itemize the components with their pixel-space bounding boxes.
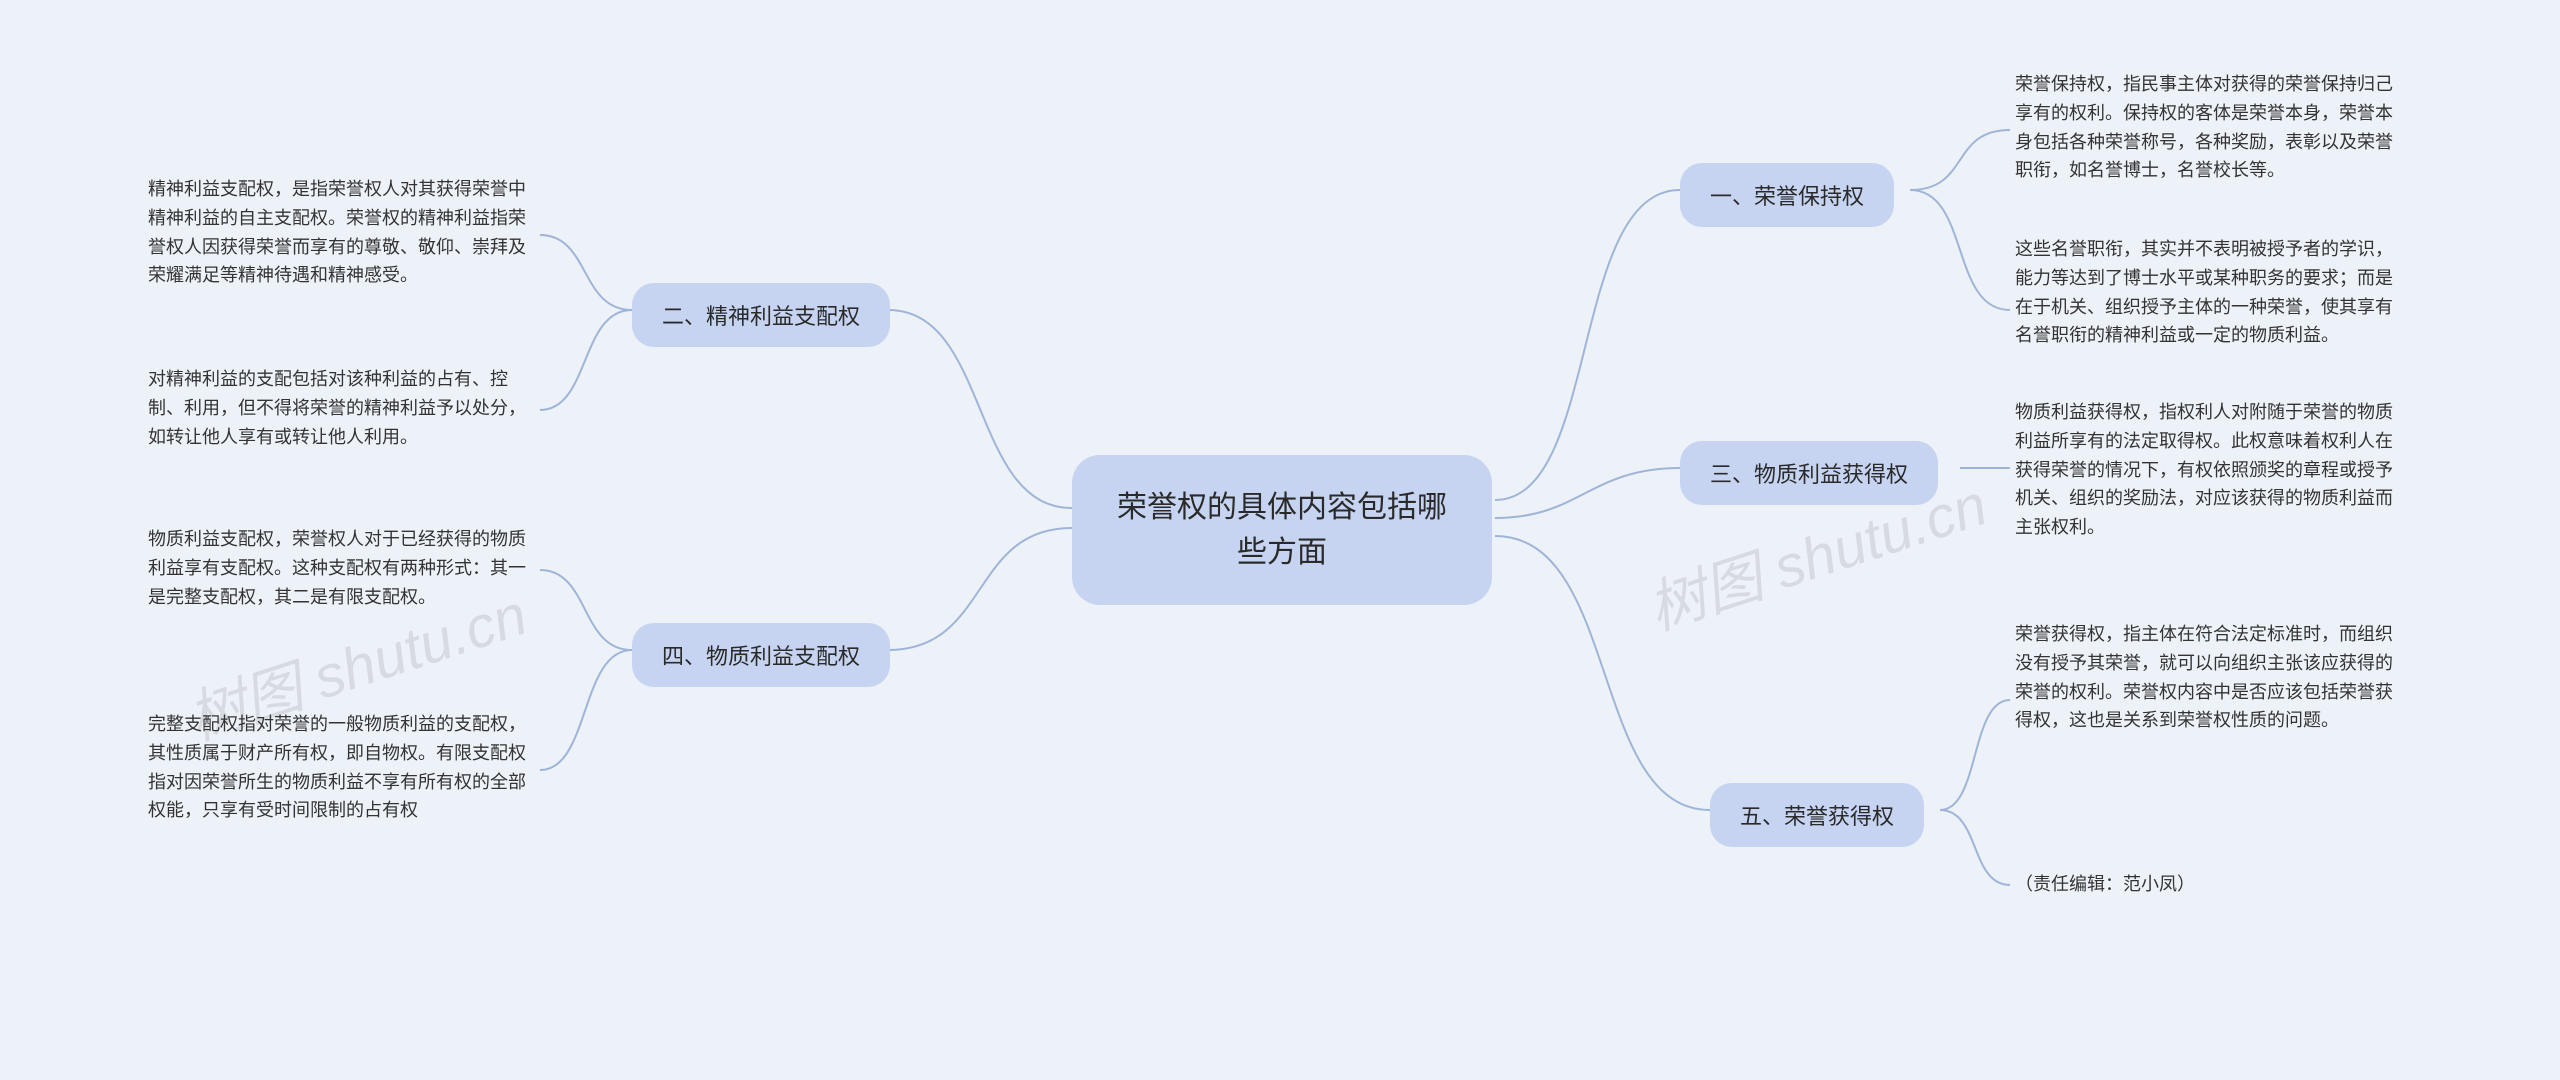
branch-4[interactable]: 四、物质利益支配权: [632, 623, 890, 687]
leaf-b3-1: 物质利益获得权，指权利人对附随于荣誉的物质利益所享有的法定取得权。此权意味着权利…: [2015, 398, 2405, 542]
branch-3-label: 三、物质利益获得权: [1710, 457, 1908, 489]
branch-2-label: 二、精神利益支配权: [662, 299, 860, 331]
leaf-b2-1: 精神利益支配权，是指荣誉权人对其获得荣誉中精神利益的自主支配权。荣誉权的精神利益…: [148, 175, 538, 290]
branch-2[interactable]: 二、精神利益支配权: [632, 283, 890, 347]
branch-4-label: 四、物质利益支配权: [662, 639, 860, 671]
leaf-b5-2: （责任编辑：范小凤）: [2015, 870, 2405, 899]
leaf-b5-1: 荣誉获得权，指主体在符合法定标准时，而组织没有授予其荣誉，就可以向组织主张该应获…: [2015, 620, 2405, 735]
center-title: 荣誉权的具体内容包括哪 些方面: [1117, 485, 1447, 575]
leaf-b4-2: 完整支配权指对荣誉的一般物质利益的支配权，其性质属于财产所有权，即自物权。有限支…: [148, 710, 538, 825]
center-node[interactable]: 荣誉权的具体内容包括哪 些方面: [1072, 455, 1492, 605]
leaf-b1-1: 荣誉保持权，指民事主体对获得的荣誉保持归己享有的权利。保持权的客体是荣誉本身，荣…: [2015, 70, 2405, 185]
leaf-b4-1: 物质利益支配权，荣誉权人对于已经获得的物质利益享有支配权。这种支配权有两种形式：…: [148, 525, 538, 611]
branch-5[interactable]: 五、荣誉获得权: [1710, 783, 1924, 847]
branch-1-label: 一、荣誉保持权: [1710, 179, 1864, 211]
branch-3[interactable]: 三、物质利益获得权: [1680, 441, 1938, 505]
branch-5-label: 五、荣誉获得权: [1740, 799, 1894, 831]
leaf-b2-2: 对精神利益的支配包括对该种利益的占有、控制、利用，但不得将荣誉的精神利益予以处分…: [148, 365, 538, 451]
leaf-b1-2: 这些名誉职衔，其实并不表明被授予者的学识，能力等达到了博士水平或某种职务的要求；…: [2015, 235, 2405, 350]
branch-1[interactable]: 一、荣誉保持权: [1680, 163, 1894, 227]
